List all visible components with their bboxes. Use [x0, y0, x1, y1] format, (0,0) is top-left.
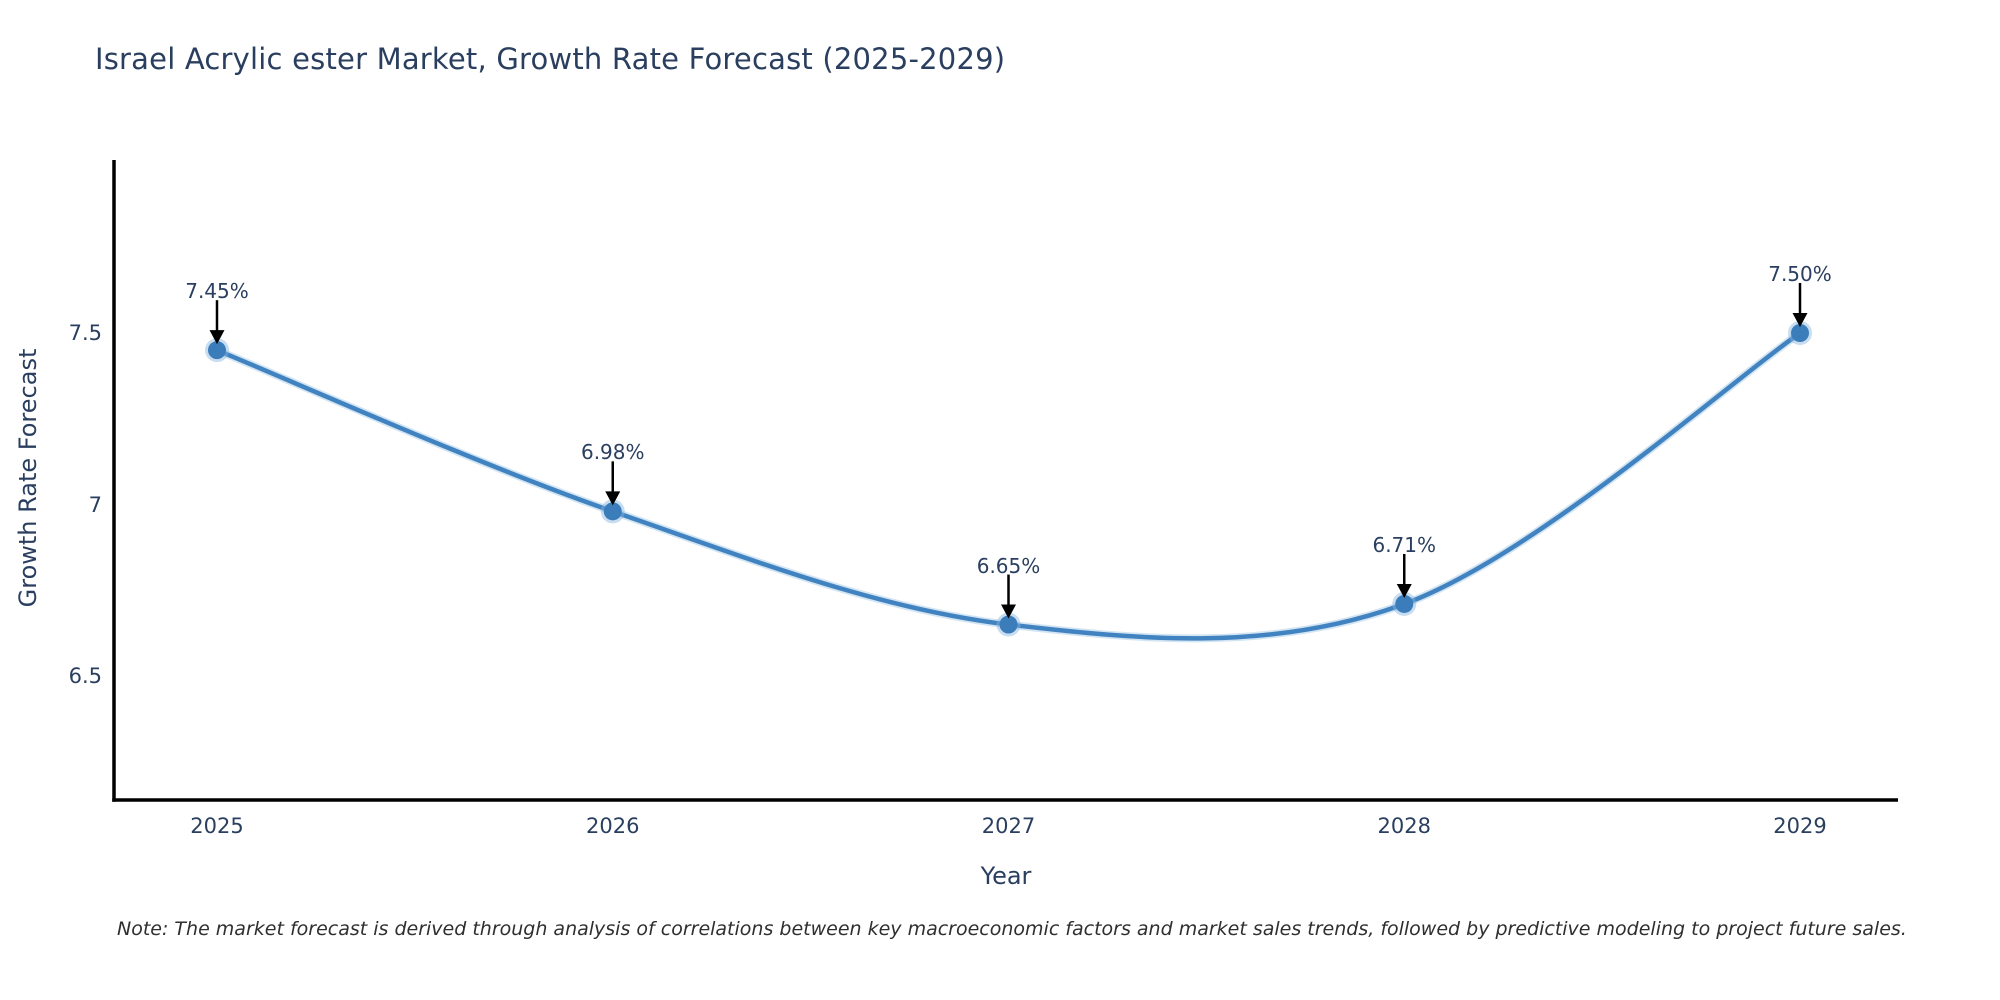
footnote: Note: The market forecast is derived thr… — [117, 918, 1907, 940]
annotation-arrowhead — [209, 330, 225, 345]
data-point-label: 6.65% — [976, 553, 1041, 578]
data-point-label: 7.50% — [1768, 262, 1832, 286]
data-point-label: 6.71% — [1372, 532, 1437, 557]
data-point[interactable] — [1395, 594, 1414, 613]
x-tick-label: 2028 — [1377, 814, 1431, 838]
y-tick-label: 7 — [88, 492, 102, 517]
data-point-label: 7.45% — [185, 279, 249, 304]
annotation-arrowhead — [1396, 583, 1412, 598]
x-tick-label: 2026 — [586, 814, 640, 838]
data-point[interactable] — [208, 341, 226, 360]
x-axis-title: Year — [980, 862, 1032, 890]
annotation-arrowhead — [1792, 313, 1808, 327]
x-tick-label: 2029 — [1773, 814, 1827, 838]
y-tick-label: 7.5 — [68, 321, 102, 345]
data-point[interactable] — [999, 615, 1018, 634]
x-tick-label: 2025 — [190, 814, 244, 838]
annotation-arrowhead — [1001, 604, 1016, 619]
x-tick-label: 2027 — [981, 814, 1036, 838]
data-point[interactable] — [1791, 324, 1809, 342]
y-tick-label: 6.5 — [68, 664, 102, 688]
data-point[interactable] — [603, 502, 622, 521]
chart-title: Israel Acrylic ester Market, Growth Rate… — [95, 42, 1006, 76]
data-point-label: 6.98% — [580, 440, 645, 465]
annotation-arrowhead — [605, 491, 621, 506]
